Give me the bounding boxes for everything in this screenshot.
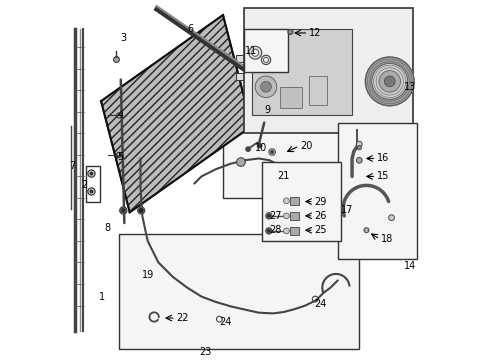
Text: 27: 27 xyxy=(269,211,282,221)
Circle shape xyxy=(120,207,126,214)
Text: 4: 4 xyxy=(117,111,123,121)
Circle shape xyxy=(287,30,292,35)
Bar xyxy=(119,234,359,348)
Text: 24: 24 xyxy=(314,299,326,309)
Text: 13: 13 xyxy=(403,82,415,92)
Text: 6: 6 xyxy=(187,24,193,35)
Circle shape xyxy=(267,215,270,217)
Text: 26: 26 xyxy=(314,211,326,221)
Text: 2: 2 xyxy=(81,180,87,190)
Circle shape xyxy=(251,49,258,56)
Circle shape xyxy=(260,81,271,92)
Text: 28: 28 xyxy=(269,225,282,235)
Bar xyxy=(262,162,341,241)
Circle shape xyxy=(121,209,125,212)
Bar xyxy=(280,87,301,108)
Text: 23: 23 xyxy=(199,347,212,357)
Text: 20: 20 xyxy=(300,141,312,151)
Circle shape xyxy=(90,172,93,175)
Circle shape xyxy=(265,213,271,219)
Circle shape xyxy=(263,57,268,62)
Bar xyxy=(289,227,298,235)
Bar xyxy=(235,55,244,62)
Text: 16: 16 xyxy=(376,153,388,163)
Circle shape xyxy=(137,207,144,214)
Text: 5: 5 xyxy=(117,152,123,162)
Text: 17: 17 xyxy=(341,206,353,216)
Text: 15: 15 xyxy=(376,171,389,181)
Circle shape xyxy=(236,158,244,166)
Circle shape xyxy=(245,147,250,151)
Text: 10: 10 xyxy=(255,143,267,153)
Bar xyxy=(251,30,351,116)
Bar xyxy=(244,30,287,72)
Bar xyxy=(289,197,298,205)
Text: 24: 24 xyxy=(219,317,231,327)
Circle shape xyxy=(255,76,276,98)
Circle shape xyxy=(267,229,270,232)
Circle shape xyxy=(378,71,400,92)
Text: 8: 8 xyxy=(104,224,111,233)
Circle shape xyxy=(356,145,361,150)
Text: 29: 29 xyxy=(314,197,326,207)
Circle shape xyxy=(283,228,289,234)
Circle shape xyxy=(139,209,142,212)
Text: 9: 9 xyxy=(264,105,270,115)
Text: 11: 11 xyxy=(244,46,256,56)
Circle shape xyxy=(356,157,362,163)
Circle shape xyxy=(364,56,414,107)
Text: 7: 7 xyxy=(69,161,75,171)
Circle shape xyxy=(265,228,271,234)
Bar xyxy=(308,76,326,105)
Text: 1: 1 xyxy=(99,292,105,302)
Circle shape xyxy=(248,46,261,59)
Text: 18: 18 xyxy=(380,234,392,244)
Bar xyxy=(244,8,412,134)
Circle shape xyxy=(270,150,273,153)
Text: 3: 3 xyxy=(121,33,127,43)
Circle shape xyxy=(283,213,289,219)
Text: 21: 21 xyxy=(276,171,288,181)
Bar xyxy=(289,212,298,220)
Text: 19: 19 xyxy=(142,270,154,280)
Text: 14: 14 xyxy=(403,261,415,271)
Circle shape xyxy=(261,55,270,64)
Text: 12: 12 xyxy=(308,28,321,38)
Bar xyxy=(86,166,100,202)
Circle shape xyxy=(371,63,407,99)
Bar xyxy=(337,123,416,259)
Circle shape xyxy=(363,228,368,233)
Circle shape xyxy=(113,57,119,62)
Bar xyxy=(223,126,344,198)
Circle shape xyxy=(257,143,261,148)
Bar xyxy=(235,73,244,80)
Circle shape xyxy=(283,198,289,204)
Text: 22: 22 xyxy=(176,313,188,323)
Circle shape xyxy=(90,190,93,193)
Circle shape xyxy=(384,76,394,87)
Circle shape xyxy=(388,215,394,221)
Polygon shape xyxy=(101,15,251,212)
Circle shape xyxy=(356,141,362,147)
Text: 25: 25 xyxy=(314,225,326,235)
